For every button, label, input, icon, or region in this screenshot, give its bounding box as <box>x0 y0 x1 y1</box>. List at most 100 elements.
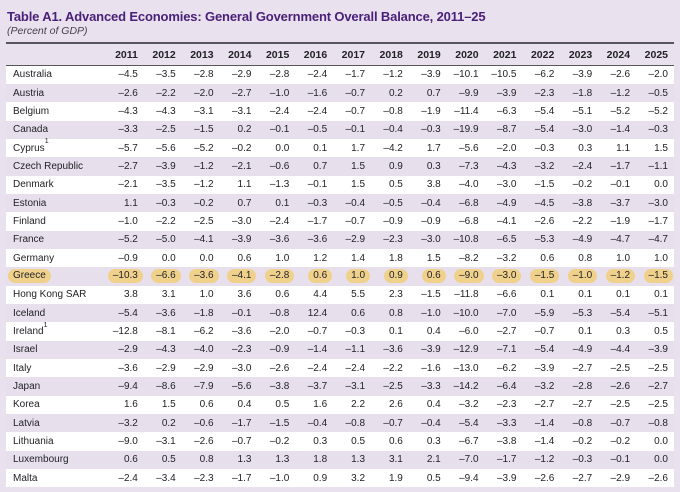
value-cell-2012: –3.9 <box>144 157 182 175</box>
country-name-text: Iceland <box>13 307 46 319</box>
value-cell-2021: –4.1 <box>485 212 523 230</box>
value-cell-2022: –0.7 <box>522 322 560 340</box>
value-text: –6.5 <box>496 234 517 246</box>
highlighted-value: –6.6 <box>151 269 181 284</box>
value-cell-2013: –1.2 <box>182 176 220 194</box>
value-cell-2025: –1.7 <box>636 212 674 230</box>
country-name-text: Japan <box>13 381 41 393</box>
value-cell-2015: 0.1 <box>257 194 295 212</box>
value-cell-2019: 0.3 <box>409 432 447 450</box>
value-cell-2017: 1.3 <box>333 451 371 469</box>
value-cell-2014: –3.1 <box>220 102 258 120</box>
value-text: –3.6 <box>269 234 290 246</box>
value-cell-2024: –0.1 <box>598 176 636 194</box>
value-text: –0.8 <box>572 417 593 429</box>
country-name-text: Latvia <box>13 417 40 429</box>
value-cell-2019: –0.4 <box>409 194 447 212</box>
value-text: 1.3 <box>351 454 366 466</box>
value-text: –1.1 <box>648 160 668 172</box>
value-cell-2018: 0.9 <box>371 267 409 285</box>
value-cell-2024: –1.4 <box>598 121 636 139</box>
value-text: –5.4 <box>534 124 555 136</box>
country-name-text: France <box>13 234 45 246</box>
value-text: 0.3 <box>578 142 593 154</box>
value-cell-2023: –2.8 <box>560 377 598 395</box>
value-text: –2.5 <box>610 362 631 374</box>
value-cell-2023: –2.4 <box>560 157 598 175</box>
value-text: –3.9 <box>156 160 176 172</box>
year-header-2021: 2021 <box>484 44 523 66</box>
value-text: –3.8 <box>496 436 517 448</box>
country-name-text: Australia <box>13 69 52 81</box>
value-cell-2022: –3.2 <box>522 377 560 395</box>
value-text: –6.3 <box>496 105 517 117</box>
table-row-lithuania: Lithuania –9.0 –3.1 –2.6 –0.7 –0.2 0.3 0.5 0.6 0.… <box>6 432 674 451</box>
value-text: –8.2 <box>459 252 479 264</box>
value-text: –2.3 <box>534 87 555 99</box>
value-cell-2022: –1.5 <box>522 267 560 285</box>
value-text: –7.9 <box>194 381 214 393</box>
value-cell-2013: 0.8 <box>182 451 220 469</box>
value-cell-2022: –6.2 <box>522 66 560 84</box>
value-cell-2019: 2.1 <box>409 451 447 469</box>
highlighted-value: 1.0 <box>346 269 371 284</box>
value-cell-2019: 1.7 <box>409 139 447 157</box>
value-cell-2025: 0.5 <box>636 322 674 340</box>
value-cell-2020: –3.2 <box>447 396 485 414</box>
value-text: –1.7 <box>307 215 328 227</box>
value-text: –0.3 <box>648 124 668 136</box>
value-text: –0.3 <box>156 197 176 209</box>
value-cell-2017: –3.1 <box>333 377 371 395</box>
value-text: –1.2 <box>610 87 631 99</box>
value-cell-2023: –1.0 <box>560 267 598 285</box>
value-text: –2.8 <box>194 69 214 81</box>
table-body: Australia –4.5 –3.5 –2.8 –2.9 –2.8 –2.4 –1.7 –1.… <box>6 65 674 488</box>
value-cell-2013: –4.1 <box>182 231 220 249</box>
value-cell-2015: –0.8 <box>257 304 295 322</box>
value-cell-2015: –1.5 <box>257 414 295 432</box>
value-cell-2013: –7.9 <box>182 377 220 395</box>
table-row-iceland: Iceland –5.4 –3.6 –1.8 –0.1 –0.8 12.4 0.6 0.8 –1.… <box>6 303 674 323</box>
value-cell-2018: –4.2 <box>371 139 409 157</box>
value-cell-2017: –0.7 <box>333 102 371 120</box>
value-text: –6.4 <box>496 381 517 393</box>
value-text: –1.7 <box>648 215 668 227</box>
table-subtitle: (Percent of GDP) <box>7 25 88 37</box>
value-cell-2013: –1.2 <box>182 157 220 175</box>
value-text: –4.4 <box>610 344 631 356</box>
value-text: –2.4 <box>269 215 290 227</box>
value-cell-2024: –4.7 <box>598 231 636 249</box>
value-cell-2011: –2.9 <box>106 341 144 359</box>
value-text: 0.6 <box>199 399 214 411</box>
value-cell-2019: 0.7 <box>409 84 447 102</box>
value-cell-2011: –4.3 <box>106 102 144 120</box>
value-text: –1.7 <box>610 160 631 172</box>
value-cell-2020: –13.0 <box>447 359 485 377</box>
overall-balance-table: 2011 2012 2013 2014 2015 2016 2017 2018 2019 2020… <box>6 44 674 488</box>
value-text: –12.9 <box>453 344 479 356</box>
highlighted-country-label: Greece <box>8 269 51 284</box>
value-cell-2021: –3.0 <box>485 176 523 194</box>
value-text: –1.7 <box>345 69 366 81</box>
value-text: 1.9 <box>388 472 403 484</box>
value-cell-2019: 1.5 <box>409 249 447 267</box>
value-cell-2019: 0.6 <box>409 267 447 285</box>
value-text: –5.3 <box>534 234 555 246</box>
value-cell-2022: –0.3 <box>522 139 560 157</box>
value-cell-2015: –2.6 <box>257 359 295 377</box>
value-text: 3.1 <box>388 454 403 466</box>
value-cell-2023: –3.8 <box>560 194 598 212</box>
value-text: 3.1 <box>161 289 176 301</box>
value-text: 5.5 <box>351 289 366 301</box>
value-text: –2.7 <box>231 87 252 99</box>
value-cell-2011: –2.4 <box>106 469 144 487</box>
value-cell-2024: –0.2 <box>598 432 636 450</box>
value-text: 1.8 <box>388 252 403 264</box>
value-text: –1.2 <box>534 454 555 466</box>
value-cell-2019: 0.4 <box>409 322 447 340</box>
value-cell-2021: –2.7 <box>485 322 523 340</box>
value-text: –1.9 <box>421 105 441 117</box>
value-text: 1.5 <box>654 142 668 154</box>
value-cell-2021: –3.9 <box>485 469 523 487</box>
value-cell-2016: –1.7 <box>295 212 333 230</box>
